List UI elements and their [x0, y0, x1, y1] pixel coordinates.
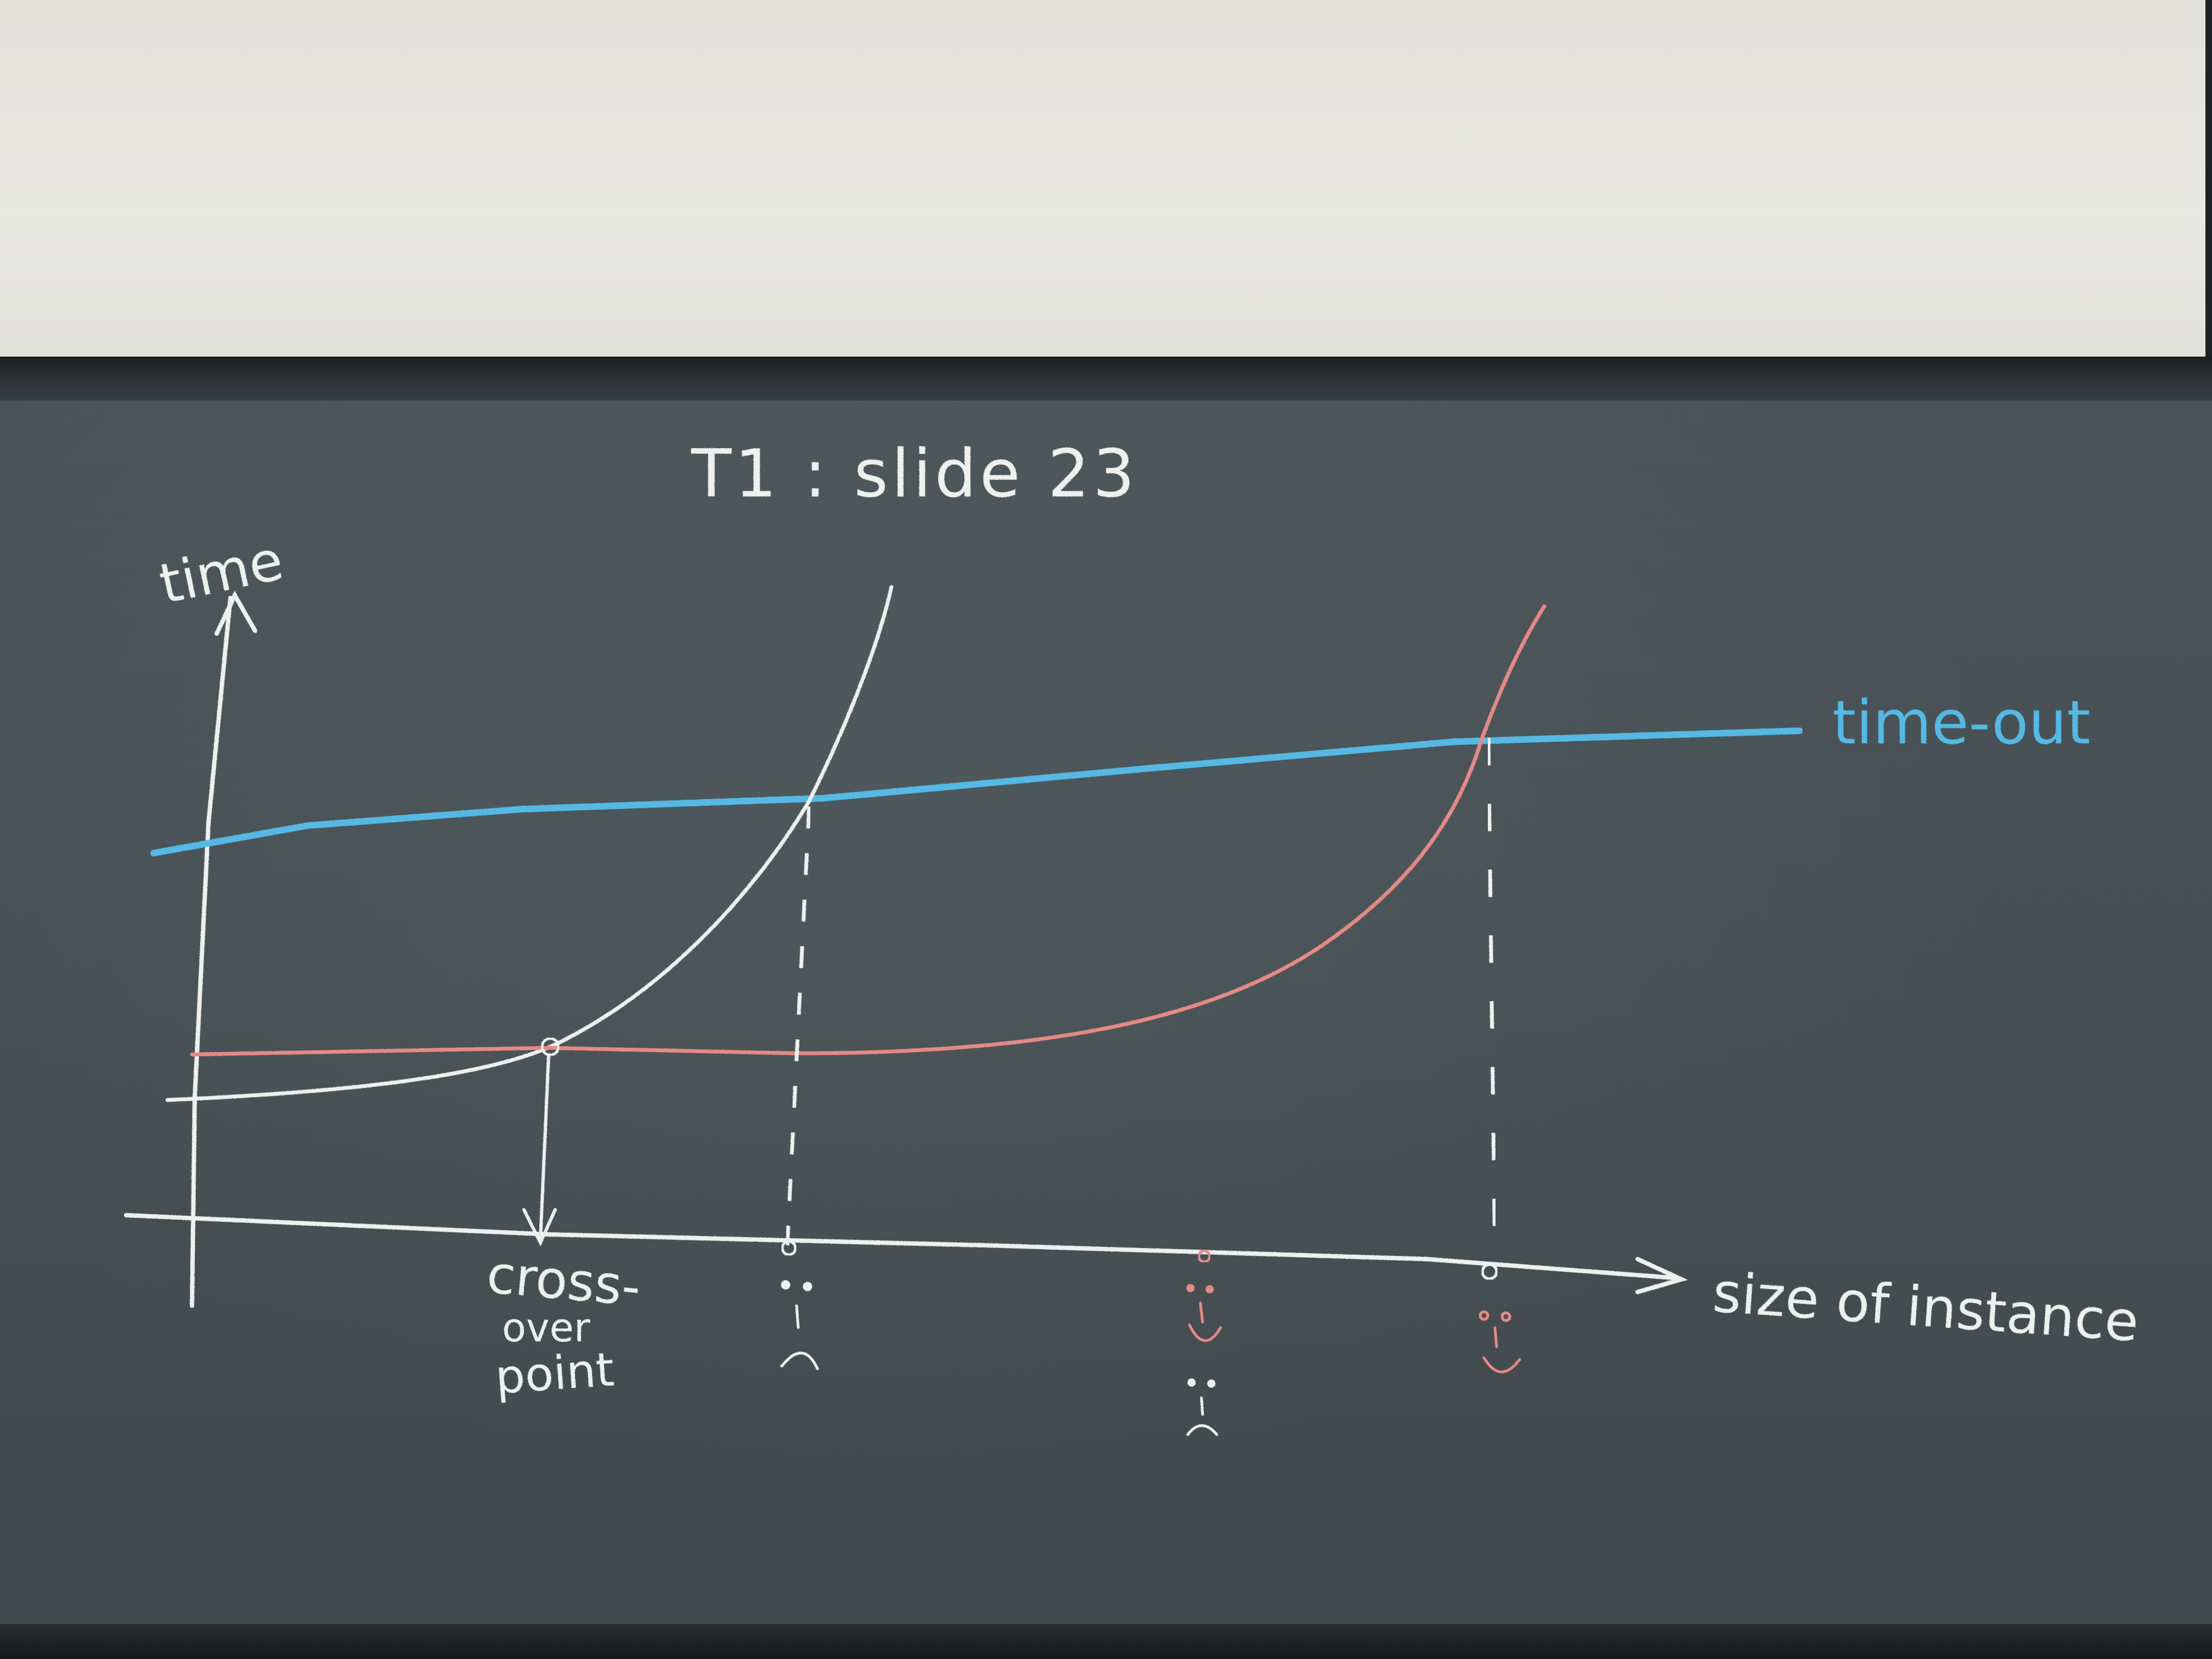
crossover-label-line2: over	[502, 1305, 590, 1351]
board-title: T1 : slide 23	[691, 436, 1138, 512]
crossover-arrow	[522, 1054, 557, 1246]
y-axis	[190, 590, 257, 1308]
timeout-line	[150, 727, 1803, 856]
red-timeout-x-marker	[1481, 1263, 1498, 1280]
wall	[0, 0, 2212, 357]
board-frame	[0, 357, 2212, 406]
crossover-label-line3: point	[494, 1342, 616, 1405]
happy-face-icon	[1186, 1284, 1222, 1342]
timeout-label: time-out	[1832, 687, 2090, 758]
x-axis-label: size of instance	[1711, 1260, 2141, 1354]
red-timeout-dashed-line	[1486, 737, 1497, 1257]
red-mid-x-marker	[1197, 1249, 1211, 1263]
wall-edge	[2205, 0, 2212, 395]
x-axis-arrowhead	[1635, 1257, 1688, 1294]
happy-face-icon	[1479, 1310, 1521, 1374]
crossover-label-line1: cross-	[484, 1244, 643, 1318]
chalkboard	[0, 400, 2212, 1624]
sad-face-icon	[780, 1280, 819, 1370]
x-axis	[124, 1213, 1688, 1294]
y-axis-label: time	[154, 528, 289, 616]
red-algorithm-curve	[190, 604, 1547, 1057]
white-algorithm-curve	[165, 585, 894, 1102]
board-ledge	[0, 1624, 2212, 1659]
sad-face-icon	[1186, 1378, 1218, 1436]
y-axis-arrowhead	[215, 590, 257, 636]
crossover-point-marker	[540, 1037, 560, 1057]
white-timeout-dashed-line	[785, 806, 811, 1246]
white-timeout-x-marker	[781, 1240, 797, 1256]
